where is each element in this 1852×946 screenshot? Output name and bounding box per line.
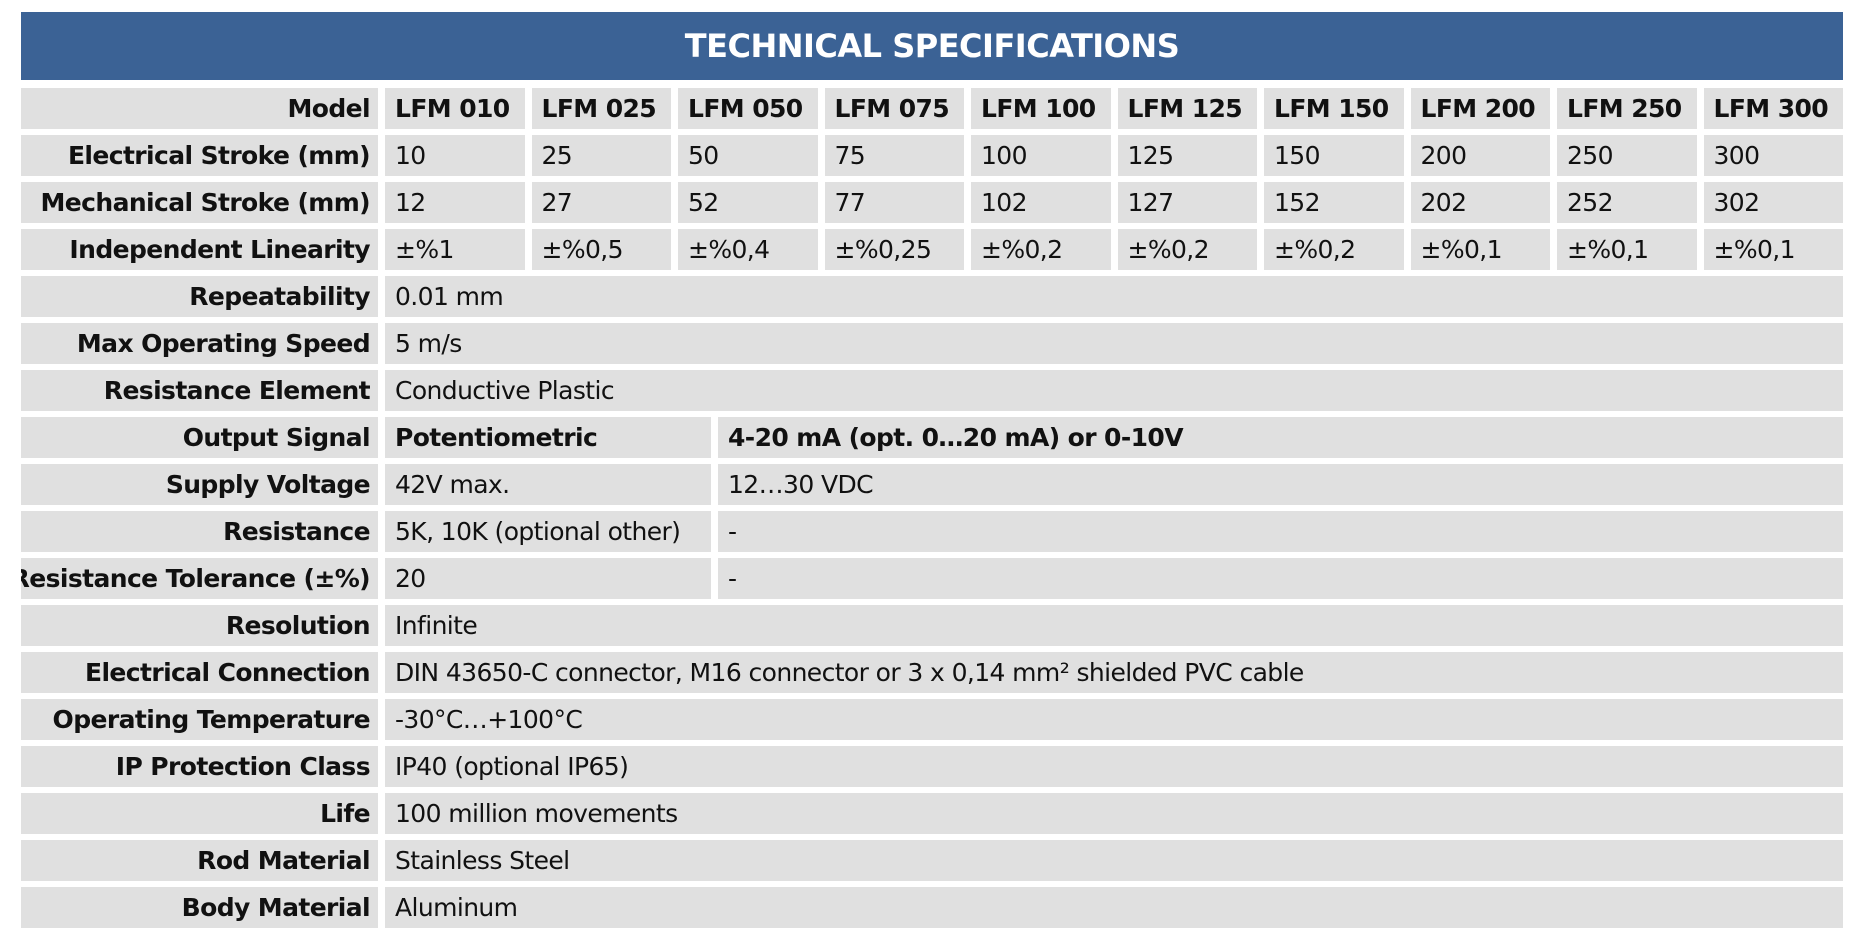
value-cell: ±%0,2 — [971, 229, 1111, 270]
value-cell: ±%0,2 — [1117, 229, 1257, 270]
value-cell: 302 — [1703, 182, 1843, 223]
value-cell: LFM 075 — [824, 88, 964, 129]
row-label: Max Operating Speed — [21, 323, 378, 364]
value-cell: 202 — [1410, 182, 1550, 223]
value-cell: 4-20 mA (opt. 0…20 mA) or 0-10V — [718, 417, 1843, 458]
row-label: Rod Material — [21, 840, 378, 881]
value-cell: ±%0,2 — [1264, 229, 1404, 270]
row-label: Mechanical Stroke (mm) — [21, 182, 378, 223]
value-cell: 5 m/s — [385, 323, 1843, 364]
value-cell: 12…30 VDC — [718, 464, 1843, 505]
table-row: Electrical Stroke (mm) 10 25 50 75 100 125 150 2… — [21, 135, 1843, 176]
table-row: Model LFM 010 LFM 025 LFM 050 LFM 075 LFM 100… — [21, 88, 1843, 129]
value-cell: LFM 300 — [1703, 88, 1843, 129]
value-cell: ±%1 — [385, 229, 525, 270]
table-row: Output Signal Potentiometric 4-20 mA (opt.… — [21, 417, 1843, 458]
value-cell: 25 — [531, 135, 671, 176]
value-cell: LFM 100 — [971, 88, 1111, 129]
value-cell: 12 — [385, 182, 525, 223]
value-cell: 127 — [1117, 182, 1257, 223]
value-cell: ±%0,1 — [1703, 229, 1843, 270]
value-cell: - — [718, 558, 1843, 599]
table-row: Operating Temperature -30°C…+100°C — [21, 699, 1843, 740]
value-cell: - — [718, 511, 1843, 552]
row-label: Model — [21, 88, 378, 129]
value-cell: 50 — [678, 135, 818, 176]
value-cell: 52 — [678, 182, 818, 223]
table-row: Life 100 million movements — [21, 793, 1843, 834]
value-cell: IP40 (optional IP65) — [385, 746, 1843, 787]
table-row: Body Material Aluminum — [21, 887, 1843, 928]
table-row: Independent Linearity ±%1 ±%0,5 ±%0,4 ±%0,25… — [21, 229, 1843, 270]
row-label: Supply Voltage — [21, 464, 378, 505]
table-row: Resistance 5K, 10K (optional other) - — [21, 511, 1843, 552]
value-cell: 0.01 mm — [385, 276, 1843, 317]
row-label: IP Protection Class — [21, 746, 378, 787]
table-row: Supply Voltage 42V max. 12…30 VDC — [21, 464, 1843, 505]
value-cell: 150 — [1264, 135, 1404, 176]
value-cell: 102 — [971, 182, 1111, 223]
value-cell: ±%0,1 — [1557, 229, 1697, 270]
value-cell: 252 — [1557, 182, 1697, 223]
row-label: Body Material — [21, 887, 378, 928]
table-row: Max Operating Speed 5 m/s — [21, 323, 1843, 364]
value-cell: LFM 125 — [1117, 88, 1257, 129]
table-row: IP Protection Class IP40 (optional IP65) — [21, 746, 1843, 787]
value-cell: 100 million movements — [385, 793, 1843, 834]
row-label: Life — [21, 793, 378, 834]
table-row: Resolution Infinite — [21, 605, 1843, 646]
value-cell: 100 — [971, 135, 1111, 176]
value-cell: 152 — [1264, 182, 1404, 223]
value-cell: ±%0,1 — [1410, 229, 1550, 270]
value-cell: LFM 250 — [1557, 88, 1697, 129]
row-label: Resistance Element — [21, 370, 378, 411]
value-cell: 20 — [385, 558, 711, 599]
value-cell: Potentiometric — [385, 417, 711, 458]
value-cell: 250 — [1557, 135, 1697, 176]
value-cell: 125 — [1117, 135, 1257, 176]
value-cell: 10 — [385, 135, 525, 176]
table-row: Resistance Element Conductive Plastic — [21, 370, 1843, 411]
value-cell: 42V max. — [385, 464, 711, 505]
title-bar: TECHNICAL SPECIFICATIONS — [21, 12, 1843, 80]
value-cell: 27 — [531, 182, 671, 223]
value-cell: Stainless Steel — [385, 840, 1843, 881]
row-label: Output Signal — [21, 417, 378, 458]
value-cell: Infinite — [385, 605, 1843, 646]
value-cell: LFM 025 — [531, 88, 671, 129]
row-label: Resistance Tolerance (±%) — [21, 558, 378, 599]
value-cell: DIN 43650-C connector, M16 connector or … — [385, 652, 1843, 693]
spec-table: Model LFM 010 LFM 025 LFM 050 LFM 075 LFM 100… — [21, 88, 1843, 934]
table-row: Rod Material Stainless Steel — [21, 840, 1843, 881]
row-label: Electrical Connection — [21, 652, 378, 693]
value-cell: ±%0,4 — [678, 229, 818, 270]
value-cell: 75 — [824, 135, 964, 176]
value-cell: -30°C…+100°C — [385, 699, 1843, 740]
table-row: Mechanical Stroke (mm) 12 27 52 77 102 127 152 2… — [21, 182, 1843, 223]
row-label: Resolution — [21, 605, 378, 646]
value-cell: 200 — [1410, 135, 1550, 176]
value-cell: ±%0,5 — [531, 229, 671, 270]
table-row: Repeatability 0.01 mm — [21, 276, 1843, 317]
value-cell: 300 — [1703, 135, 1843, 176]
row-label: Electrical Stroke (mm) — [21, 135, 378, 176]
value-cell: 5K, 10K (optional other) — [385, 511, 711, 552]
value-cell: Conductive Plastic — [385, 370, 1843, 411]
value-cell: LFM 200 — [1410, 88, 1550, 129]
row-label: Independent Linearity — [21, 229, 378, 270]
table-row: Electrical Connection DIN 43650-C connect… — [21, 652, 1843, 693]
value-cell: LFM 010 — [385, 88, 525, 129]
value-cell: ±%0,25 — [824, 229, 964, 270]
row-label: Repeatability — [21, 276, 378, 317]
value-cell: 77 — [824, 182, 964, 223]
value-cell: LFM 050 — [678, 88, 818, 129]
row-label: Operating Temperature — [21, 699, 378, 740]
value-cell: Aluminum — [385, 887, 1843, 928]
table-row: Resistance Tolerance (±%) 20- — [21, 558, 1843, 599]
value-cell: LFM 150 — [1264, 88, 1404, 129]
row-label: Resistance — [21, 511, 378, 552]
